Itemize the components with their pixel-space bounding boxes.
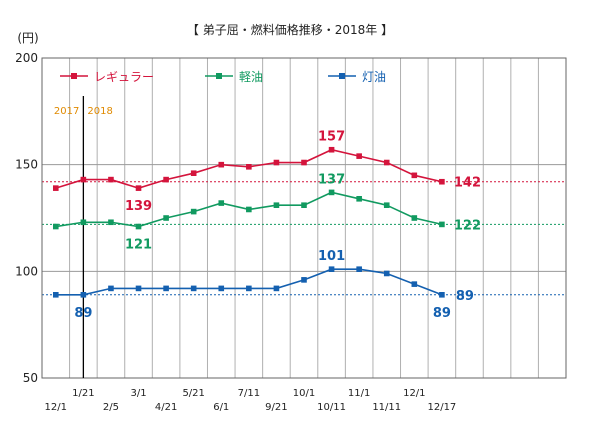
x-tick-label: 12/1 xyxy=(45,402,67,413)
data-point xyxy=(190,208,197,215)
data-point xyxy=(356,196,362,202)
x-tick-label: 2/5 xyxy=(103,402,119,413)
data-point xyxy=(163,176,169,183)
x-tick-label: 12/1 xyxy=(403,388,425,399)
x-tick-label: 5/21 xyxy=(182,388,204,399)
data-label: 122 xyxy=(454,218,481,233)
data-point xyxy=(328,146,335,153)
data-point xyxy=(190,285,197,292)
data-point xyxy=(411,215,418,221)
data-point xyxy=(108,219,114,226)
grid xyxy=(42,57,566,379)
data-labels: 139 157 142 121 137 122 89 101 89 89 xyxy=(74,130,481,321)
data-point xyxy=(301,159,307,166)
data-point xyxy=(439,292,445,298)
x-tick-label: 4/21 xyxy=(155,402,177,413)
data-point xyxy=(356,153,362,159)
data-point xyxy=(411,281,418,287)
data-point xyxy=(135,285,142,292)
data-point xyxy=(52,292,59,298)
y-tick-label: 100 xyxy=(15,264,38,278)
data-point xyxy=(135,223,142,230)
data-label: 89 xyxy=(433,306,451,321)
data-point xyxy=(246,285,252,292)
data-label: 89 xyxy=(456,289,474,304)
data-point xyxy=(273,159,280,166)
y-tick-label: 200 xyxy=(15,51,38,65)
legend-swatch-marker xyxy=(71,73,77,79)
data-point xyxy=(190,170,197,176)
x-tick-label: 7/11 xyxy=(238,388,260,399)
data-point xyxy=(273,285,280,292)
y-tick-label: 150 xyxy=(15,158,38,172)
x-tick-label: 11/1 xyxy=(348,388,370,399)
data-label: 121 xyxy=(125,238,152,253)
data-label: 89 xyxy=(74,306,92,321)
legend-label: 灯油 xyxy=(362,70,386,84)
data-point xyxy=(411,172,418,179)
data-label: 139 xyxy=(125,199,152,214)
legend-label: レギュラー xyxy=(94,70,154,84)
data-point xyxy=(52,185,59,191)
data-label: 101 xyxy=(318,249,345,264)
data-point xyxy=(218,200,225,206)
data-point xyxy=(328,189,335,196)
data-label: 142 xyxy=(454,176,481,191)
data-label: 157 xyxy=(318,130,345,145)
plot-frame xyxy=(41,57,567,379)
data-point xyxy=(218,161,225,168)
x-tick-label: 10/1 xyxy=(293,388,315,399)
x-tick-label: 6/1 xyxy=(213,402,229,413)
data-point xyxy=(356,266,362,272)
x-tick-label: 3/1 xyxy=(130,388,146,399)
data-point xyxy=(163,285,169,292)
data-point xyxy=(108,176,114,183)
data-point xyxy=(301,277,307,283)
x-tick-label: 10/11 xyxy=(317,402,346,413)
data-point xyxy=(273,202,280,208)
legend-swatch-marker xyxy=(216,73,222,79)
legend-label: 軽油 xyxy=(239,70,263,84)
data-point xyxy=(328,266,335,272)
data-point xyxy=(383,159,390,166)
data-point xyxy=(246,164,252,170)
legend: レギュラー 軽油 灯油 xyxy=(60,70,386,84)
y-axis-unit: (円) xyxy=(17,31,38,45)
data-point xyxy=(80,292,87,298)
data-point xyxy=(52,223,59,230)
data-point xyxy=(218,285,225,292)
data-point xyxy=(439,221,445,228)
data-point xyxy=(301,202,307,208)
year-label-right: 2018 xyxy=(87,106,112,117)
data-point xyxy=(80,219,87,226)
data-point xyxy=(108,285,114,292)
legend-swatch-marker xyxy=(339,73,345,79)
data-point xyxy=(80,176,87,183)
data-point xyxy=(383,202,390,208)
x-tick-label: 12/17 xyxy=(427,402,456,413)
year-label-left: 2017 xyxy=(54,106,79,117)
x-tick-label: 1/21 xyxy=(72,388,94,399)
data-point xyxy=(439,178,445,185)
x-tick-label: 9/21 xyxy=(265,402,287,413)
data-point xyxy=(246,206,252,213)
x-tick-label: 11/11 xyxy=(372,402,401,413)
reference-lines xyxy=(42,181,566,296)
data-label: 137 xyxy=(318,172,345,187)
chart-title: 【 弟子屈・燃料価格推移・2018年 】 xyxy=(187,22,393,37)
y-tick-label: 50 xyxy=(23,371,38,385)
series-lines xyxy=(52,146,445,298)
data-point xyxy=(135,185,142,191)
data-point xyxy=(383,270,390,277)
data-point xyxy=(163,215,169,221)
